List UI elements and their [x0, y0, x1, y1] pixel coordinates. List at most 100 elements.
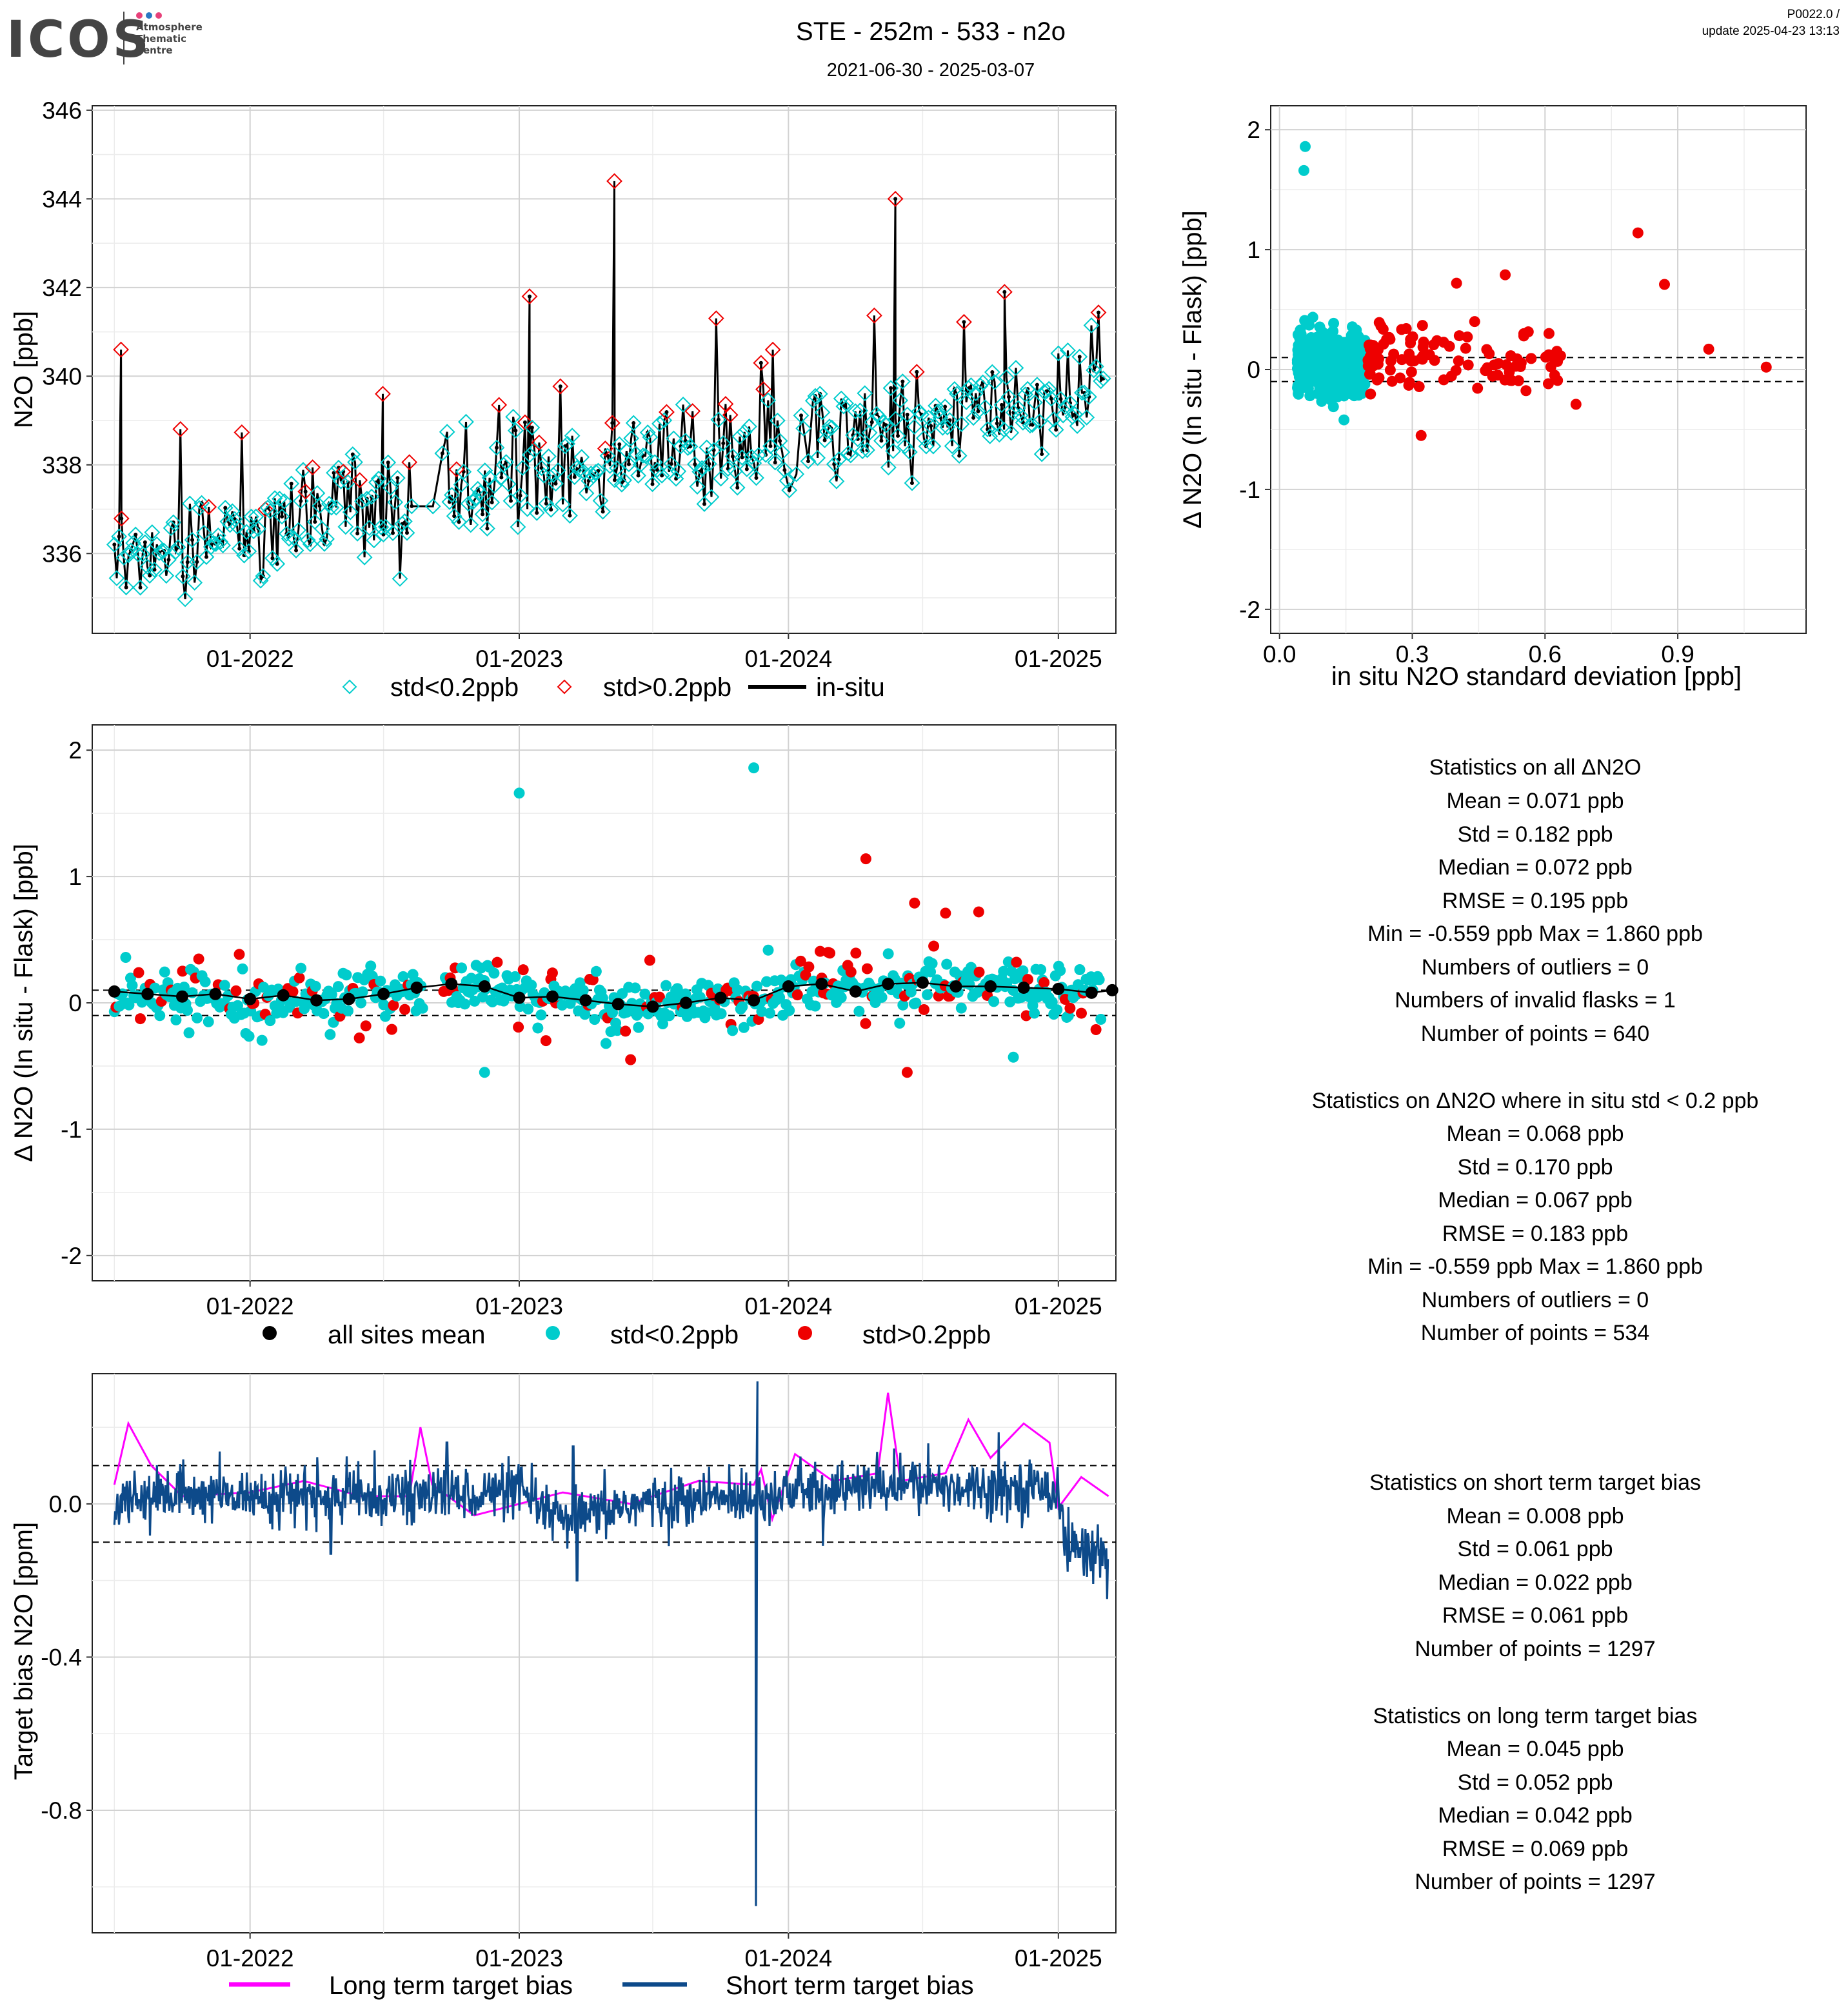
- delta-point-lowstd: [237, 963, 248, 974]
- flask-diamond-lowstd: [748, 470, 764, 486]
- std-scatter-ytick-label-4: 2: [1247, 117, 1260, 143]
- delta-point-lowstd: [479, 1067, 490, 1078]
- stats-long-mean: Mean = 0.045 ppb: [1446, 1737, 1624, 1761]
- std-point-lowstd: [1299, 315, 1311, 326]
- stats-long-rmse: RMSE = 0.069 ppb: [1442, 1837, 1628, 1861]
- delta-point-lowstd: [738, 1022, 750, 1033]
- delta-point-lowstd: [456, 962, 468, 974]
- flask-diamond-lowstd: [1071, 348, 1088, 365]
- flask-diamond-highstd: [684, 403, 701, 419]
- delta-point-highstd: [1011, 956, 1022, 968]
- insitu-point: [721, 441, 726, 446]
- flask-diamond-lowstd: [106, 537, 123, 553]
- timeseries-xtick-label-1: 01-2023: [475, 646, 563, 672]
- delta-point-lowstd: [535, 1009, 547, 1021]
- delta-point-highstd: [353, 1032, 365, 1043]
- flask-diamond-lowstd: [111, 528, 128, 545]
- flask-diamond-lowstd: [810, 450, 826, 466]
- flask-diamond-lowstd: [741, 418, 757, 435]
- flask-diamond-lowstd: [184, 531, 201, 548]
- delta-point-lowstd: [600, 1038, 611, 1049]
- mean-point: [611, 998, 624, 1011]
- logo-word: ICOS: [6, 11, 152, 69]
- flask-diamond-lowstd: [212, 533, 229, 550]
- insitu-point: [669, 462, 673, 466]
- flask-diamond-highstd: [996, 284, 1013, 301]
- insitu-point: [626, 462, 631, 466]
- insitu-point: [440, 451, 444, 455]
- insitu-point: [171, 520, 175, 525]
- flask-diamond-lowstd: [349, 525, 366, 542]
- flask-diamond-lowstd: [578, 485, 595, 502]
- insitu-point: [508, 499, 513, 503]
- flask-diamond-lowstd: [455, 464, 472, 480]
- legend-highstd-dot-label: std>0.2ppb: [862, 1321, 991, 1349]
- delta-point-highstd: [860, 1018, 871, 1029]
- mean-point: [343, 993, 355, 1005]
- std-point-lowstd: [1311, 366, 1322, 378]
- flask-diamond-lowstd: [321, 495, 337, 512]
- flask-diamond-lowstd: [819, 423, 835, 440]
- flask-diamond-lowstd: [767, 454, 784, 471]
- insitu-point: [475, 487, 480, 491]
- insitu-point: [744, 467, 749, 471]
- flask-diamond-lowstd: [299, 531, 316, 548]
- logo-sub-2: Thematic: [136, 33, 186, 44]
- std-point-highstd: [1406, 366, 1417, 378]
- flask-diamond-lowstd: [616, 472, 633, 489]
- flask-diamond-lowstd: [821, 419, 838, 435]
- std-point-highstd: [1415, 430, 1427, 441]
- flask-diamond-lowstd: [1083, 317, 1100, 333]
- flask-diamond-lowstd: [635, 448, 651, 464]
- mean-point: [984, 980, 997, 993]
- flask-diamond-lowstd: [290, 522, 307, 539]
- flask-diamond-lowstd: [177, 591, 194, 608]
- flask-diamond-lowstd: [828, 473, 845, 489]
- flask-diamond-lowstd: [630, 468, 646, 484]
- std-point-lowstd: [1334, 374, 1346, 386]
- flask-diamond-lowstd: [302, 536, 319, 553]
- std-point-highstd: [1703, 343, 1714, 355]
- delta-point-lowstd: [639, 988, 651, 1000]
- insitu-point: [143, 540, 147, 544]
- delta-time-xtick-label-1: 01-2023: [475, 1293, 563, 1320]
- mean-point: [714, 991, 727, 1004]
- flask-diamond-lowstd: [817, 432, 833, 449]
- delta-point-highstd: [909, 897, 920, 909]
- std-scatter-xtick-label-2: 0.6: [1529, 641, 1562, 667]
- insitu-point: [495, 446, 499, 450]
- insitu-point: [553, 481, 558, 486]
- mean-point: [782, 980, 795, 993]
- flask-diamond-lowstd: [986, 373, 1003, 390]
- flask-diamond-lowstd: [873, 433, 889, 449]
- delta-point-highstd: [815, 945, 826, 957]
- delta-point-lowstd: [1008, 1051, 1019, 1063]
- flask-diamond-lowstd: [144, 524, 161, 540]
- delta-point-lowstd: [203, 1016, 214, 1027]
- flask-diamond-highstd: [304, 459, 321, 476]
- insitu-point: [518, 493, 522, 498]
- long-term-line: [113, 1392, 1109, 1523]
- insitu-point: [289, 481, 293, 486]
- delta-point-highstd: [399, 1004, 411, 1015]
- stats-low-std: Std = 0.170 ppb: [1457, 1155, 1613, 1180]
- flask-diamond-lowstd: [892, 392, 909, 409]
- target-bias-ytick-label-0: -0.8: [41, 1797, 82, 1824]
- timeseries-ylabel: N2O [ppb]: [10, 311, 38, 428]
- flask-diamond-lowstd: [776, 462, 793, 479]
- timeseries-axes: 01-2022 01-2023 01-2024 01-2025 336 338 340 342…: [42, 97, 1102, 672]
- figure-title: STE - 252m - 533 - n2o: [796, 17, 1066, 46]
- flask-diamond-lowstd: [524, 419, 541, 436]
- std-point-highstd: [1492, 370, 1504, 381]
- flask-diamond-lowstd: [920, 410, 937, 426]
- flask-diamond-lowstd: [807, 388, 824, 404]
- insitu-point: [636, 473, 641, 478]
- insitu-point: [915, 370, 919, 374]
- target-bias-xtick-label-1: 01-2023: [475, 1945, 563, 1972]
- std-point-highstd: [1384, 364, 1396, 376]
- delta-point-lowstd: [1015, 991, 1027, 1003]
- flask-diamond-lowstd: [269, 555, 286, 572]
- std-point-highstd: [1472, 382, 1484, 394]
- flask-diamond-lowstd: [170, 539, 186, 556]
- flask-diamond-lowstd: [811, 386, 828, 402]
